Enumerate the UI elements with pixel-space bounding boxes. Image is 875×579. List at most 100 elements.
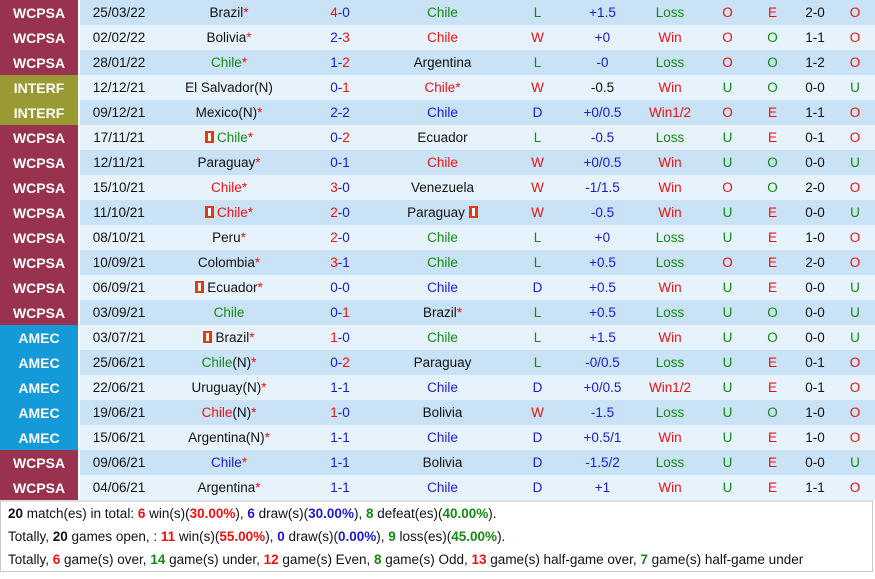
- competition-badge[interactable]: AMEC: [0, 400, 80, 425]
- home-team[interactable]: Chile(N)*: [158, 350, 300, 375]
- competition-badge[interactable]: WCPSA: [0, 0, 80, 25]
- away-team[interactable]: Chile: [380, 100, 505, 125]
- score[interactable]: 1-1: [300, 375, 380, 400]
- score-separator: -: [337, 205, 343, 220]
- summary-panel: 20 match(es) in total: 6 win(s)(30.00%),…: [0, 500, 873, 572]
- away-team[interactable]: Chile: [380, 375, 505, 400]
- half-time-score: 0-1: [795, 375, 835, 400]
- score[interactable]: 1-1: [300, 450, 380, 475]
- score[interactable]: 1-1: [300, 425, 380, 450]
- score[interactable]: 3-0: [300, 175, 380, 200]
- half-time-over-under: O: [835, 425, 875, 450]
- competition-badge[interactable]: WCPSA: [0, 450, 80, 475]
- score[interactable]: 1-0: [300, 325, 380, 350]
- summary-text: ),: [353, 506, 366, 521]
- away-team[interactable]: Chile: [380, 150, 505, 175]
- home-team[interactable]: Chile*: [158, 200, 300, 225]
- summary-value: 30.00%: [308, 506, 354, 521]
- score[interactable]: 2-2: [300, 100, 380, 125]
- away-team[interactable]: Paraguay: [380, 200, 505, 225]
- home-team[interactable]: Chile*: [158, 50, 300, 75]
- away-team[interactable]: Chile*: [380, 75, 505, 100]
- competition-badge[interactable]: AMEC: [0, 375, 80, 400]
- competition-badge[interactable]: INTERF: [0, 100, 80, 125]
- away-team[interactable]: Chile: [380, 25, 505, 50]
- away-team[interactable]: Chile: [380, 0, 505, 25]
- home-team[interactable]: Ecuador*: [158, 275, 300, 300]
- competition-badge[interactable]: WCPSA: [0, 300, 80, 325]
- summary-text: match(es) in total:: [23, 506, 138, 521]
- away-team[interactable]: Chile: [380, 275, 505, 300]
- away-team[interactable]: Chile: [380, 425, 505, 450]
- away-score: 1: [342, 480, 350, 495]
- competition-badge[interactable]: WCPSA: [0, 475, 80, 500]
- score[interactable]: 0-2: [300, 125, 380, 150]
- home-team[interactable]: Chile(N)*: [158, 400, 300, 425]
- score[interactable]: 2-3: [300, 25, 380, 50]
- home-team[interactable]: Colombia*: [158, 250, 300, 275]
- score[interactable]: 4-0: [300, 0, 380, 25]
- away-team[interactable]: Brazil*: [380, 300, 505, 325]
- competition-badge[interactable]: WCPSA: [0, 125, 80, 150]
- score[interactable]: 2-0: [300, 225, 380, 250]
- match-date: 10/09/21: [79, 250, 158, 275]
- home-team[interactable]: Chile*: [158, 450, 300, 475]
- home-team[interactable]: Argentina(N)*: [158, 425, 300, 450]
- competition-badge[interactable]: WCPSA: [0, 225, 80, 250]
- competition-badge[interactable]: AMEC: [0, 350, 80, 375]
- even-odd: O: [750, 50, 795, 75]
- score[interactable]: 0-2: [300, 350, 380, 375]
- score[interactable]: 3-1: [300, 250, 380, 275]
- away-team[interactable]: Venezuela: [380, 175, 505, 200]
- home-score: 1: [330, 55, 338, 70]
- competition-badge[interactable]: WCPSA: [0, 175, 80, 200]
- away-team[interactable]: Chile: [380, 325, 505, 350]
- summary-text: ).: [488, 506, 497, 521]
- competition-badge[interactable]: INTERF: [0, 75, 80, 100]
- home-team[interactable]: Chile: [158, 300, 300, 325]
- competition-badge[interactable]: WCPSA: [0, 250, 80, 275]
- competition-badge[interactable]: WCPSA: [0, 200, 80, 225]
- away-team[interactable]: Chile: [380, 225, 505, 250]
- score[interactable]: 2-0: [300, 200, 380, 225]
- competition-badge[interactable]: WCPSA: [0, 150, 80, 175]
- score[interactable]: 1-0: [300, 400, 380, 425]
- home-team[interactable]: Mexico(N)*: [158, 100, 300, 125]
- score[interactable]: 0-1: [300, 150, 380, 175]
- score[interactable]: 0-0: [300, 275, 380, 300]
- away-team[interactable]: Argentina: [380, 50, 505, 75]
- home-team[interactable]: El Salvador(N): [158, 75, 300, 100]
- home-team[interactable]: Peru*: [158, 225, 300, 250]
- home-team[interactable]: Uruguay(N)*: [158, 375, 300, 400]
- competition-badge[interactable]: WCPSA: [0, 25, 80, 50]
- score[interactable]: 1-2: [300, 50, 380, 75]
- score[interactable]: 0-1: [300, 300, 380, 325]
- home-team[interactable]: Brazil*: [158, 0, 300, 25]
- away-score: 0: [342, 180, 350, 195]
- home-score: 1: [330, 405, 338, 420]
- home-team[interactable]: Bolivia*: [158, 25, 300, 50]
- match-result: L: [505, 325, 570, 350]
- away-team[interactable]: Chile: [380, 475, 505, 500]
- home-team[interactable]: Paraguay*: [158, 150, 300, 175]
- competition-badge[interactable]: WCPSA: [0, 275, 80, 300]
- home-team[interactable]: Brazil*: [158, 325, 300, 350]
- away-team[interactable]: Bolivia: [380, 400, 505, 425]
- score[interactable]: 1-1: [300, 475, 380, 500]
- away-team[interactable]: Paraguay: [380, 350, 505, 375]
- match-result: L: [505, 350, 570, 375]
- away-team[interactable]: Chile: [380, 250, 505, 275]
- even-odd: E: [750, 425, 795, 450]
- competition-badge[interactable]: WCPSA: [0, 50, 80, 75]
- score[interactable]: 0-1: [300, 75, 380, 100]
- home-team[interactable]: Argentina*: [158, 475, 300, 500]
- competition-badge[interactable]: AMEC: [0, 325, 80, 350]
- handicap-result: Loss: [635, 450, 705, 475]
- away-team[interactable]: Bolivia: [380, 450, 505, 475]
- home-team[interactable]: Chile*: [158, 175, 300, 200]
- competition-badge[interactable]: AMEC: [0, 425, 80, 450]
- away-team[interactable]: Ecuador: [380, 125, 505, 150]
- home-team[interactable]: Chile*: [158, 125, 300, 150]
- match-history-table: WCPSA 25/03/22 Brazil* 4-0 Chile L +1.5 Loss O E 2…: [0, 0, 875, 500]
- handicap-result: Loss: [635, 250, 705, 275]
